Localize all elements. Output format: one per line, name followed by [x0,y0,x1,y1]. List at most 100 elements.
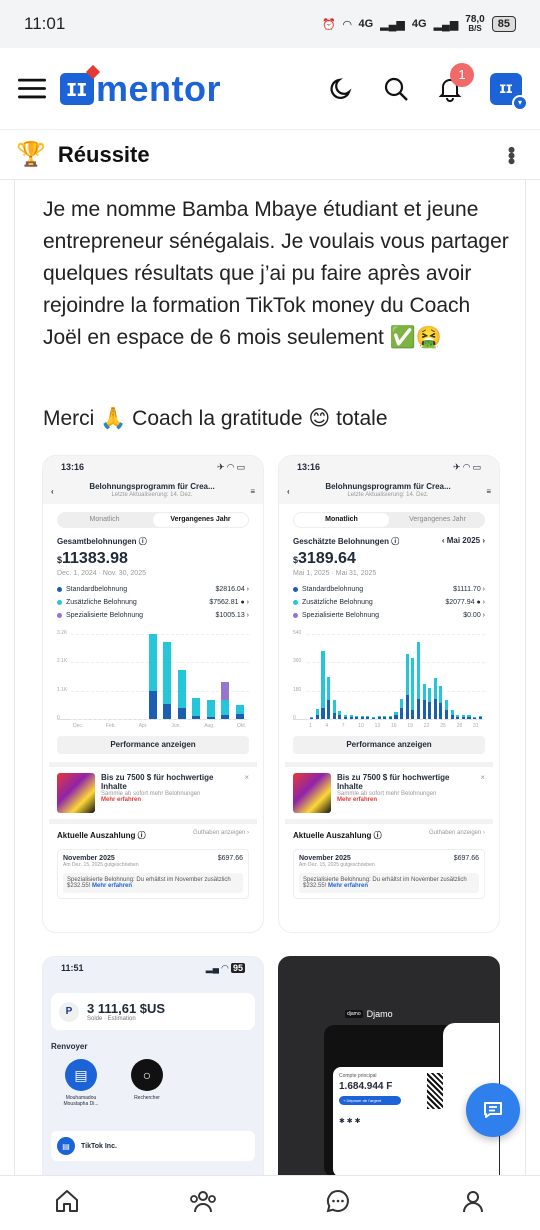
x-tick-label: 25 [440,723,446,729]
screenshot-wallet[interactable]: 11:51 ▂▄ ◠ 95 P 3 111,61 $US Solde · Estim… [42,956,264,1176]
chart-bar [315,708,319,716]
section-title: Réussite [57,141,150,167]
back-icon: ‹ [287,486,290,496]
y-tick-label: 180 [293,686,302,693]
battery-indicator: 85 [491,16,516,32]
y-tick-label: 0 [293,715,296,721]
more-vertical-icon[interactable]: ••• [499,145,524,164]
y-tick-label: 540 [293,630,302,636]
x-tick-label: Jun. [171,723,181,729]
chart-bar [405,654,409,696]
chart-bar [349,717,353,719]
send-label: Renvoyer [51,1042,88,1051]
chart-bar [461,717,465,719]
home-icon[interactable] [54,1188,80,1219]
network-1: 4G [358,18,374,30]
screenshot-yearly-rewards[interactable]: 13:16 ✈ ◠ ▭ ‹ Belohnungsprogramm für Crea… [42,455,264,933]
back-icon: ‹ [51,486,54,496]
reward-row: Standardbelohnung $1111.70 › [279,583,499,596]
gridline [71,690,249,692]
chart-bar [411,657,415,710]
chart-bar [377,716,381,718]
chart-bar [456,714,460,718]
chart-bar [456,717,460,719]
shot-status-bar: 13:16 ✈ ◠ ▭ [279,456,499,478]
total-amount: $11383.98 [57,550,128,567]
close-icon: × [480,773,485,782]
screenshot-app-switcher[interactable]: djamo Djamo Compte principal 1.684.944 F … [278,956,500,1176]
payout-section: Aktuelle Auszahlung ⓘ Guthaben anzeigen ›… [49,819,257,905]
y-tick-label: 3.2K [57,630,68,636]
chart-bar [372,717,376,719]
shot-status-bar: 13:16 ✈ ◠ ▭ [43,456,263,478]
chart-bar [450,715,454,719]
search-icon: ○ [131,1059,163,1091]
users-icon[interactable] [189,1188,217,1219]
chart-bar [366,716,370,718]
chart-bar [163,704,172,719]
chart-bar [206,699,215,717]
chart-bar [360,715,364,718]
chart-bar [338,711,342,716]
x-tick-label: Dec. [73,723,84,729]
djamo-card: Compte principal 1.684.944 F + Déposer d… [333,1067,451,1175]
chart-bar [206,716,215,719]
shop-icon: ▤ [65,1059,97,1091]
user-avatar[interactable]: ɪɪ ▾ [490,72,528,111]
performance-button: Performance anzeigen [57,736,249,754]
chart-bar [377,717,381,719]
profile-icon[interactable] [460,1188,486,1219]
gridline [307,662,485,664]
chart-bar [321,707,325,719]
x-tick-label: Aug. [204,723,215,729]
chart-bar [192,697,201,716]
chart-bar [221,715,230,719]
network-2: 4G [411,18,427,30]
post-thanks: Merci 🙏 Coach la gratitude 😊 totale [43,407,388,430]
x-tick-label: 22 [423,723,430,729]
chart-bar [444,700,449,710]
x-tick-label: 7 [341,723,345,729]
close-icon: × [244,773,249,782]
chart-bar [321,651,325,708]
chart-bar [428,701,432,719]
menu-icon[interactable] [18,75,46,103]
chart-bar [177,707,186,719]
chat-icon[interactable] [325,1188,351,1219]
chat-fab-button[interactable] [466,1083,520,1137]
chevron-down-icon: ▾ [512,94,528,111]
chart-bar [163,641,172,705]
qr-icon [427,1073,445,1109]
chart-bar [467,715,471,718]
chart-bar [388,717,392,719]
chart-bar [355,717,359,719]
shop-icon: ▤ [57,1137,75,1155]
bell-icon[interactable]: 1 [436,62,474,103]
status-time: 11:01 [24,14,66,33]
chart-bar [478,715,482,718]
chart-bar [439,685,443,704]
net-speed: 78,0 B/S [465,14,485,34]
chart-bar [221,700,230,716]
chart-bar [366,717,370,719]
x-tick-label: 19 [407,723,413,729]
shot-nav: ‹ Belohnungsprogramm für Crea... Letzte A… [43,478,263,504]
logo-text: mentor [96,67,222,109]
screenshot-monthly-rewards[interactable]: 13:16 ✈ ◠ ▭ ‹ Belohnungsprogramm für Crea… [278,455,500,933]
chart-bar [467,717,471,719]
chart-bar [444,709,449,719]
date-range: Dec. 1, 2024 · Nov. 30, 2025 [57,570,146,577]
y-tick-label: 360 [293,658,302,665]
chart-bar [355,715,359,718]
chart-bar [372,716,376,718]
chart-bar [433,678,437,699]
y-tick-label: 1.1K [57,686,68,693]
moon-icon[interactable] [328,75,356,103]
x-tick-label: 13 [374,723,381,729]
system-status-bar: 11:01 ⏰ ◠ 4G ▂▄▆ 4G ▂▄▆ 78,0 B/S 85 [0,0,540,48]
app-logo[interactable]: ɪɪ mentor [60,68,221,110]
search-icon[interactable] [382,75,410,103]
contact: ○ Rechercher [127,1059,167,1107]
chart-bar [422,684,426,701]
paypal-icon: P [59,1001,79,1022]
